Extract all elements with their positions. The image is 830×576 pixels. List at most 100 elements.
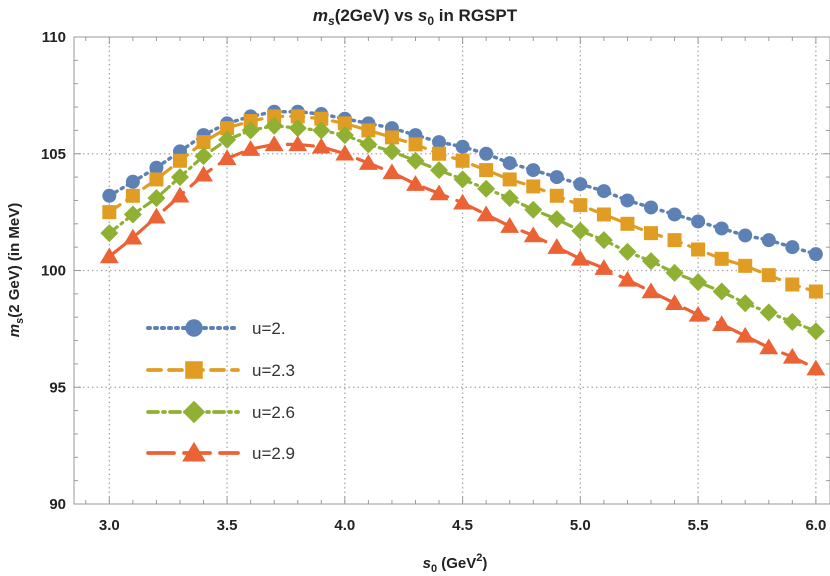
data-point: [361, 123, 376, 138]
data-point: [594, 231, 613, 250]
data-point: [314, 111, 329, 126]
y-tick-label: 95: [49, 379, 66, 396]
data-point: [524, 200, 543, 219]
data-point: [808, 247, 823, 262]
data-point: [500, 189, 519, 208]
data-point: [170, 168, 189, 187]
data-point: [382, 163, 402, 180]
data-point: [123, 205, 142, 224]
data-point: [712, 282, 731, 301]
legend-marker: [182, 400, 206, 424]
data-point: [218, 130, 237, 149]
x-tick-label: 4.5: [452, 517, 473, 534]
data-point: [384, 130, 399, 145]
data-point: [620, 216, 635, 231]
y-tick-label: 100: [41, 263, 66, 280]
legend-label: u=2.: [252, 319, 286, 338]
data-point: [265, 116, 284, 135]
data-point: [712, 315, 732, 331]
data-point: [596, 184, 611, 199]
data-point: [290, 109, 305, 124]
data-point: [102, 205, 117, 220]
data-point: [644, 200, 659, 215]
data-point: [100, 224, 119, 243]
data-point: [359, 135, 378, 154]
data-point: [479, 146, 494, 161]
y-tick-label: 105: [41, 146, 66, 163]
data-point: [618, 270, 637, 287]
data-point: [125, 188, 140, 203]
data-point: [549, 188, 564, 203]
data-point: [806, 359, 826, 376]
data-point: [476, 205, 496, 222]
data-point: [406, 175, 425, 191]
data-point: [241, 140, 261, 156]
data-point: [432, 146, 447, 161]
data-point: [264, 135, 284, 152]
legend-marker: [185, 361, 203, 379]
data-point: [573, 177, 588, 192]
data-point: [570, 249, 590, 266]
data-point: [783, 312, 802, 331]
data-point: [241, 121, 260, 140]
data-point: [220, 121, 235, 136]
x-tick-label: 4.0: [334, 517, 355, 534]
data-point: [382, 142, 401, 161]
data-point: [761, 233, 776, 248]
data-point: [502, 172, 517, 187]
data-point: [170, 186, 190, 203]
data-point: [288, 119, 307, 138]
data-point: [736, 294, 755, 313]
data-point: [665, 263, 684, 282]
data-point: [785, 277, 800, 292]
data-point: [311, 137, 331, 154]
data-point: [641, 282, 661, 299]
data-point: [691, 214, 706, 229]
legend-item: u=2.: [146, 319, 286, 338]
x-tick-label: 3.5: [217, 517, 238, 534]
data-point: [149, 160, 164, 175]
data-point: [430, 161, 449, 180]
data-point: [288, 135, 308, 152]
data-point: [689, 273, 708, 292]
data-point: [149, 172, 164, 187]
data-point: [573, 198, 588, 213]
data-point: [335, 144, 355, 161]
legend: u=2. u=2.3 u=2.6 u=2.9: [146, 319, 295, 463]
data-point: [526, 179, 541, 194]
legend-label: u=2.9: [252, 444, 295, 463]
data-point: [477, 179, 496, 198]
data-point: [479, 163, 494, 178]
legend-label: u=2.6: [252, 403, 295, 422]
data-point: [196, 135, 211, 150]
data-point: [337, 116, 352, 131]
data-point: [453, 193, 473, 210]
data-point: [312, 121, 331, 140]
data-point: [194, 165, 213, 182]
data-point: [620, 193, 635, 208]
data-point: [194, 147, 213, 166]
data-point: [806, 322, 825, 341]
data-point: [547, 238, 567, 254]
legend-item: u=2.6: [146, 400, 295, 424]
data-point: [618, 242, 637, 261]
series-2: [102, 109, 823, 299]
data-point: [714, 221, 729, 236]
legend-item: u=2.9: [146, 441, 295, 463]
data-point: [761, 268, 776, 283]
y-tick-label: 90: [49, 496, 66, 513]
x-axis-label: s0 (GeV2): [423, 552, 488, 575]
data-point: [453, 170, 472, 189]
data-point: [594, 259, 614, 275]
data-point: [665, 294, 685, 310]
data-point: [406, 151, 425, 170]
x-tick-label: 5.0: [570, 517, 591, 534]
data-point: [99, 247, 119, 264]
data-point: [738, 258, 753, 273]
x-tick-label: 3.0: [99, 517, 120, 534]
data-point: [429, 184, 449, 201]
data-point: [644, 226, 659, 241]
data-point: [759, 303, 778, 322]
data-point: [502, 156, 517, 171]
data-point: [267, 109, 282, 124]
